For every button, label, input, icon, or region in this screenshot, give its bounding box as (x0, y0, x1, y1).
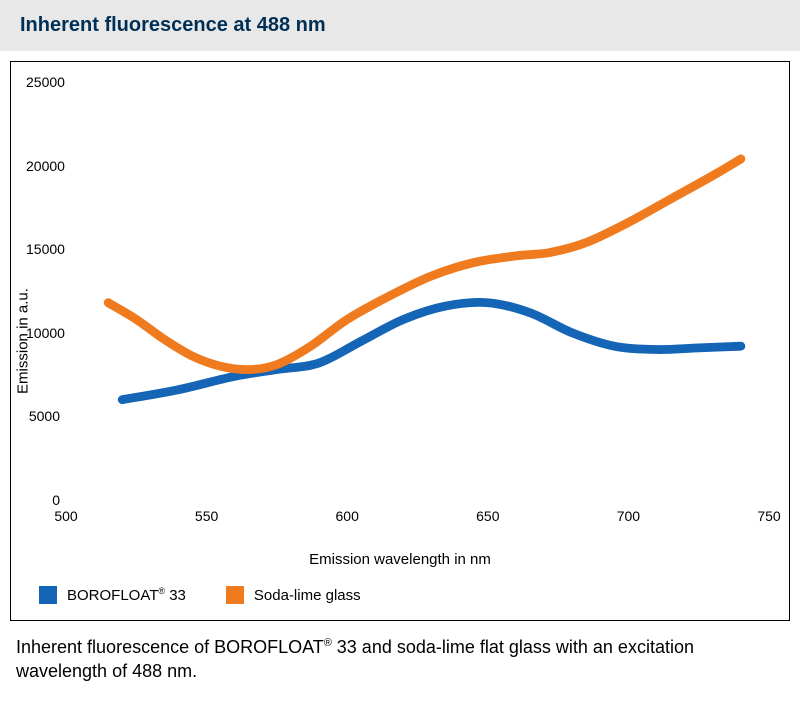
y-tick-label: 0 (26, 492, 60, 508)
legend: BOROFLOAT® 33 Soda-lime glass (39, 586, 761, 604)
x-tick-label: 750 (757, 508, 780, 524)
y-tick-label: 15000 (26, 241, 60, 257)
caption-text-prefix: Inherent fluorescence of BOROFLOAT (16, 637, 324, 657)
legend-label: Soda-lime glass (254, 587, 361, 604)
series-line-0 (122, 302, 741, 399)
legend-swatch-icon (226, 586, 244, 604)
y-tick-label: 20000 (26, 158, 60, 174)
x-tick-label: 700 (617, 508, 640, 524)
legend-swatch-icon (39, 586, 57, 604)
chart-area: Emission in a.u. 500550600650700750 0500… (10, 61, 790, 621)
title-bar: Inherent fluorescence at 488 nm (0, 0, 800, 51)
y-tick-label: 5000 (26, 408, 60, 424)
series-line-1 (108, 159, 741, 370)
figure-caption: Inherent fluorescence of BOROFLOAT® 33 a… (0, 621, 800, 684)
figure-container: Inherent fluorescence at 488 nm Emission… (0, 0, 800, 726)
x-tick-label: 600 (336, 508, 359, 524)
y-tick-label: 25000 (26, 74, 60, 90)
chart-title: Inherent fluorescence at 488 nm (20, 14, 780, 37)
legend-label: BOROFLOAT® 33 (67, 586, 186, 604)
x-tick-label: 650 (476, 508, 499, 524)
x-axis-label: Emission wavelength in nm (309, 551, 491, 568)
legend-item-0: BOROFLOAT® 33 (39, 586, 186, 604)
y-tick-label: 10000 (26, 325, 60, 341)
x-tick-label: 550 (195, 508, 218, 524)
registered-mark-icon: ® (324, 637, 332, 649)
x-tick-label: 500 (54, 508, 77, 524)
plot-region: 500550600650700750 050001000015000200002… (66, 82, 769, 500)
line-chart-svg (66, 82, 769, 500)
y-axis-label: Emission in a.u. (15, 288, 32, 394)
legend-item-1: Soda-lime glass (226, 586, 361, 604)
